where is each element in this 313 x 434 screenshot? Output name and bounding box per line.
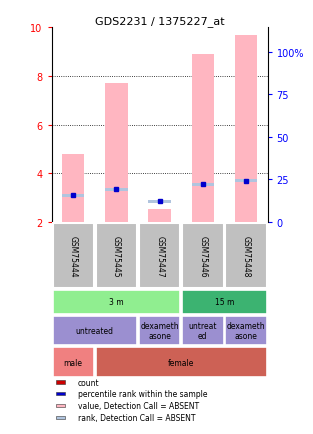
Bar <box>192 183 214 187</box>
FancyBboxPatch shape <box>53 316 137 345</box>
FancyBboxPatch shape <box>56 404 65 408</box>
Text: GSM75444: GSM75444 <box>69 235 78 277</box>
Text: count: count <box>78 378 99 387</box>
FancyBboxPatch shape <box>56 416 65 419</box>
Bar <box>148 209 171 223</box>
FancyBboxPatch shape <box>53 290 180 314</box>
Text: GSM75448: GSM75448 <box>242 235 250 276</box>
Bar <box>105 84 128 223</box>
Text: percentile rank within the sample: percentile rank within the sample <box>78 390 207 398</box>
Text: dexameth
asone: dexameth asone <box>227 321 265 340</box>
FancyBboxPatch shape <box>139 224 180 288</box>
Bar <box>235 36 257 223</box>
Text: value, Detection Call = ABSENT: value, Detection Call = ABSENT <box>78 401 199 411</box>
FancyBboxPatch shape <box>182 290 267 314</box>
Text: male: male <box>64 358 83 367</box>
Text: GSM75446: GSM75446 <box>198 235 207 277</box>
Text: GSM75445: GSM75445 <box>112 235 121 277</box>
Text: female: female <box>168 358 194 367</box>
FancyBboxPatch shape <box>225 224 267 288</box>
Text: 15 m: 15 m <box>215 298 234 306</box>
FancyBboxPatch shape <box>96 347 267 377</box>
Bar <box>235 180 257 183</box>
FancyBboxPatch shape <box>139 316 180 345</box>
FancyBboxPatch shape <box>225 316 267 345</box>
FancyBboxPatch shape <box>53 224 94 288</box>
FancyBboxPatch shape <box>56 392 65 395</box>
Bar <box>62 155 85 223</box>
Text: untreat
ed: untreat ed <box>188 321 217 340</box>
Bar <box>192 55 214 223</box>
Text: dexameth
asone: dexameth asone <box>140 321 179 340</box>
Bar <box>62 194 85 197</box>
Bar <box>148 201 171 204</box>
Text: GSM75447: GSM75447 <box>155 235 164 277</box>
Bar <box>105 188 128 191</box>
Text: untreated: untreated <box>76 326 114 335</box>
Title: GDS2231 / 1375227_at: GDS2231 / 1375227_at <box>95 16 224 27</box>
FancyBboxPatch shape <box>96 224 137 288</box>
FancyBboxPatch shape <box>56 381 65 384</box>
Text: 3 m: 3 m <box>109 298 124 306</box>
Text: rank, Detection Call = ABSENT: rank, Detection Call = ABSENT <box>78 413 195 422</box>
FancyBboxPatch shape <box>182 224 223 288</box>
FancyBboxPatch shape <box>53 347 94 377</box>
FancyBboxPatch shape <box>182 316 223 345</box>
